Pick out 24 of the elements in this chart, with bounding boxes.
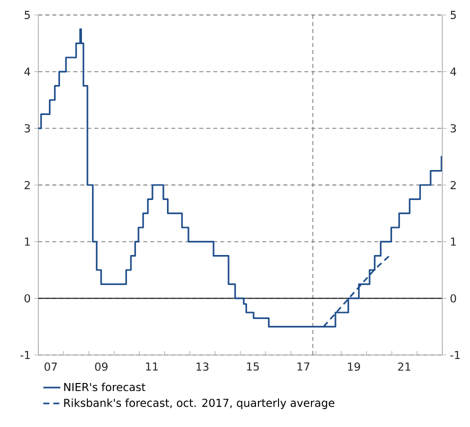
y2-tick-label: -1: [450, 351, 460, 359]
x-tick-label: 17: [298, 362, 310, 371]
y-tick-label: -1: [20, 351, 30, 359]
y-tick-label: 5: [24, 10, 30, 20]
y2-tick-label: 0: [450, 294, 456, 302]
y-tick-label: 2: [24, 180, 30, 190]
x-tick-label: 13: [196, 362, 208, 371]
x-tick-label: 19: [348, 362, 360, 371]
y2-tick-label: 3: [450, 124, 456, 132]
y2-tick-label: 1: [451, 238, 456, 246]
y2-tick-label: 2: [450, 180, 456, 190]
y2-tick-label: 5: [450, 10, 456, 20]
x-tick-label: 11: [146, 362, 158, 371]
x-tick-label: 09: [95, 362, 108, 371]
y-tick-label: 3: [24, 124, 30, 132]
legend-label: NIER's forecast: [64, 382, 146, 392]
x-tick-label: 15: [247, 362, 259, 371]
x-tick-label: 07: [44, 362, 57, 371]
y2-tick-label: 4: [450, 68, 456, 76]
y-tick-label: 1: [25, 238, 30, 246]
y-tick-label: 4: [24, 68, 30, 76]
y-tick-label: 0: [24, 294, 30, 302]
legend-label: Riksbank's forecast, oct. 2017, quarterly average: [64, 398, 334, 410]
x-tick-label: 21: [398, 362, 410, 371]
